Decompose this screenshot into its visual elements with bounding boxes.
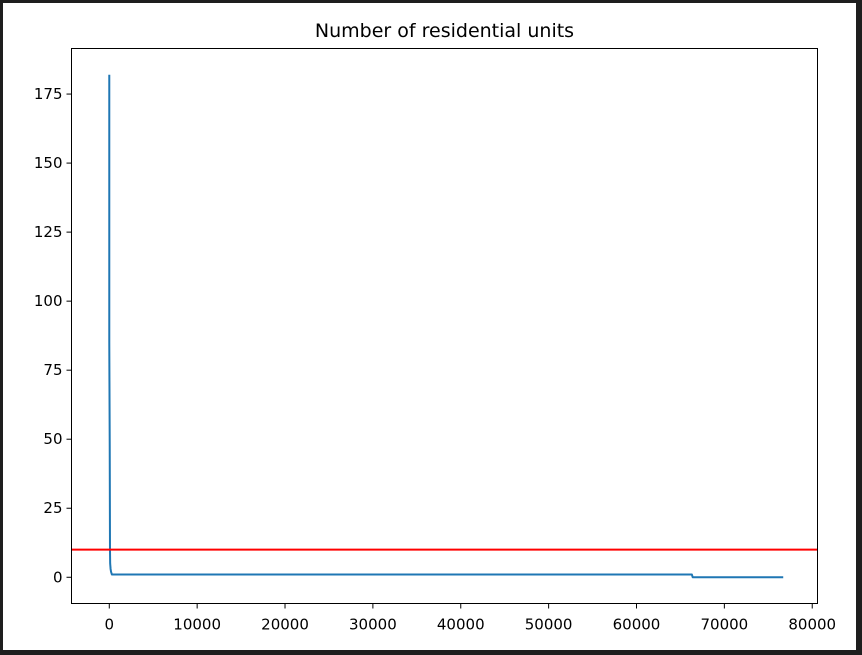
y-tick-label: 150	[34, 154, 63, 172]
x-tick-label: 10000	[173, 616, 221, 634]
x-tick-label: 60000	[613, 616, 661, 634]
plot-area-border	[71, 48, 818, 604]
series-line-0	[108, 74, 784, 579]
x-tick-label: 30000	[349, 616, 397, 634]
x-tick-label: 0	[105, 616, 115, 634]
y-tick-label: 0	[53, 568, 63, 586]
y-tick-label: 25	[43, 499, 62, 517]
y-tick-label: 50	[43, 430, 62, 448]
y-tick-label: 125	[34, 223, 63, 241]
x-tick-label: 80000	[788, 616, 836, 634]
x-tick-label: 40000	[437, 616, 485, 634]
chart: 0 25 50 75 100 125 150 175 0 10000 20000 30000 4000…	[34, 20, 836, 634]
x-tick-label: 70000	[701, 616, 749, 634]
x-tick-label: 50000	[525, 616, 573, 634]
chart-title: Number of residential units	[315, 20, 574, 42]
figure-canvas: 0 25 50 75 100 125 150 175 0 10000 20000 30000 4000…	[3, 3, 856, 650]
y-tick-label: 75	[43, 361, 62, 379]
y-tick-label: 175	[34, 85, 63, 103]
y-tick-label: 100	[34, 292, 63, 310]
x-tick-label: 20000	[261, 616, 309, 634]
